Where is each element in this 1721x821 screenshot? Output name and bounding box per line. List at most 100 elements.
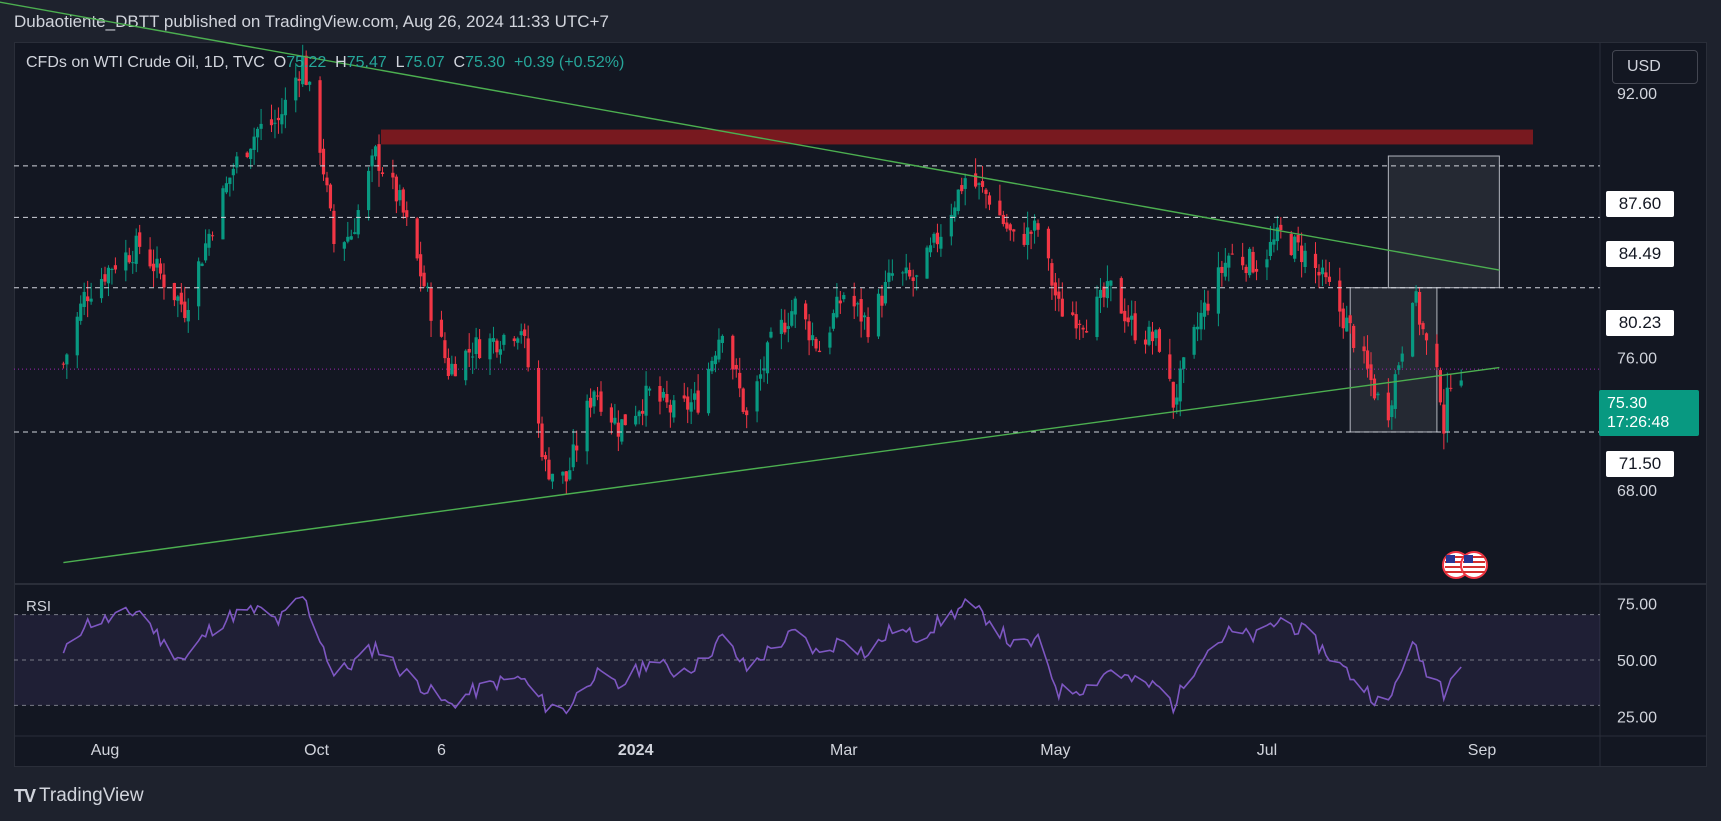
- candle: [318, 76, 322, 166]
- candle: [852, 282, 856, 319]
- candle: [807, 314, 811, 356]
- candle: [901, 270, 905, 286]
- candle-body: [186, 309, 190, 322]
- candle-body: [620, 419, 624, 442]
- candle: [1275, 215, 1279, 251]
- chart-panel: [14, 42, 1707, 767]
- candle-body: [609, 407, 614, 423]
- candle: [890, 259, 894, 281]
- candle-body: [1133, 313, 1137, 341]
- candle-body: [987, 195, 992, 205]
- candle-body: [1421, 323, 1425, 330]
- candle-body: [79, 303, 83, 321]
- candle: [866, 307, 870, 343]
- candle-body: [86, 296, 90, 302]
- candle: [793, 296, 797, 329]
- candle-body: [693, 393, 697, 400]
- candle-body: [131, 262, 135, 264]
- candle: [672, 395, 676, 423]
- candle-body: [332, 210, 336, 244]
- candle-body: [585, 400, 589, 452]
- candle: [1320, 259, 1325, 287]
- candle: [138, 224, 142, 255]
- candle-body: [301, 55, 305, 85]
- candle: [804, 300, 808, 330]
- time-tick-label: 2024: [618, 742, 654, 759]
- candle: [734, 358, 738, 378]
- symbol-name: CFDs on WTI Crude Oil, 1D, TVC: [26, 54, 265, 71]
- level-label-80-23: 80.23: [1606, 310, 1674, 336]
- candle: [422, 265, 426, 288]
- candle-body: [835, 296, 839, 318]
- candle-body: [138, 232, 142, 247]
- candle-body: [734, 364, 738, 370]
- candle: [765, 340, 770, 384]
- candle-body: [471, 356, 475, 358]
- candle-body: [1248, 248, 1252, 276]
- candle-body: [1071, 312, 1075, 315]
- candle: [949, 203, 953, 246]
- candle: [89, 282, 93, 305]
- candle: [1123, 298, 1127, 333]
- candle: [373, 144, 378, 160]
- candle: [79, 295, 83, 325]
- candle-body: [179, 292, 183, 305]
- candle-body: [731, 335, 735, 370]
- candle-body: [1168, 354, 1172, 379]
- axis-layer: 92.00 76.00 68.00 Aug Oct 6 2024 Mar May Jul Sep: [91, 86, 1657, 759]
- candle: [1317, 264, 1321, 289]
- candle-body: [1435, 343, 1439, 368]
- candle: [283, 87, 287, 129]
- candle: [1001, 210, 1005, 227]
- candle-body: [1005, 222, 1009, 229]
- candle: [682, 382, 686, 402]
- candle-body: [276, 117, 281, 121]
- candle-body: [1206, 303, 1210, 311]
- currency-button[interactable]: USD: [1612, 50, 1698, 84]
- candle: [1029, 230, 1033, 250]
- flag-canton: [1464, 555, 1473, 563]
- candle-body: [963, 178, 967, 189]
- candle: [228, 177, 232, 197]
- candle-body: [998, 200, 1002, 216]
- candle-body: [1098, 289, 1103, 298]
- candle-body: [1150, 331, 1155, 342]
- candle-body: [113, 265, 118, 270]
- candle-body: [398, 190, 402, 201]
- candle-body: [915, 275, 919, 277]
- candle-body: [1119, 278, 1123, 314]
- candle: [1251, 246, 1255, 274]
- candle: [928, 237, 933, 258]
- candle-body: [758, 374, 763, 379]
- candle: [367, 167, 371, 221]
- candle-body: [852, 295, 856, 307]
- candle: [828, 326, 832, 355]
- candle-body: [221, 188, 225, 240]
- candle-body: [1400, 353, 1404, 362]
- candle: [1421, 321, 1425, 335]
- candle-body: [1074, 314, 1078, 329]
- candle: [693, 382, 697, 410]
- candle-body: [810, 335, 815, 341]
- candle: [810, 322, 815, 346]
- candle: [273, 109, 277, 139]
- candle-body: [1202, 302, 1207, 317]
- candle: [1105, 265, 1110, 308]
- candle: [755, 375, 759, 423]
- rsi-label: RSI: [26, 598, 52, 615]
- candle-body: [110, 269, 114, 271]
- candle: [963, 173, 967, 206]
- candle-body: [89, 298, 93, 302]
- candle: [1022, 222, 1026, 247]
- candle-body: [1442, 404, 1446, 434]
- candle: [911, 269, 915, 297]
- tradingview-footer[interactable]: TV TradingView: [14, 783, 144, 809]
- candle-body: [280, 114, 284, 125]
- candle: [65, 353, 69, 379]
- flag-stripe: [1445, 561, 1467, 563]
- candle-body: [755, 381, 759, 412]
- candle-body: [1449, 387, 1453, 389]
- candle: [1400, 346, 1404, 369]
- candle-body: [1095, 296, 1099, 338]
